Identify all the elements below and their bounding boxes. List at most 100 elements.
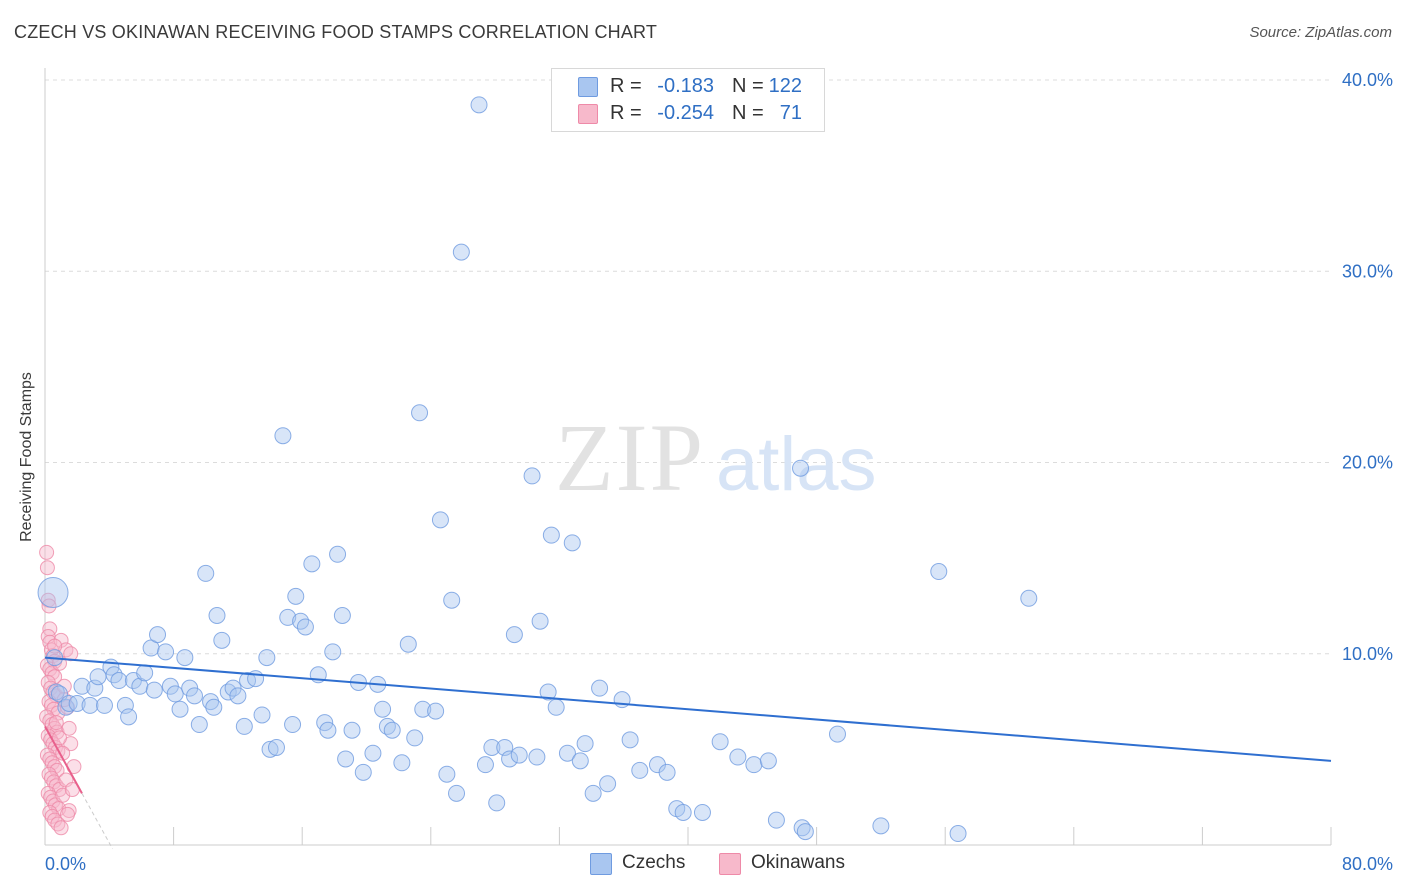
czechs-point [427, 702, 445, 720]
czechs-point [584, 784, 602, 802]
czechs-point [531, 612, 549, 630]
czechs-point [470, 96, 488, 114]
czechs-point [767, 811, 785, 829]
czechs-point [406, 729, 424, 747]
czechs-point [621, 731, 639, 749]
czechs-points [37, 96, 1038, 843]
czechs-point [329, 545, 347, 563]
czechs-point [539, 683, 557, 701]
legend-r-label: R = [610, 102, 642, 124]
x-tick-label-min: 0.0% [45, 854, 86, 874]
czechs-point [296, 618, 314, 636]
czechs-point [510, 746, 528, 764]
czechs-point [374, 700, 392, 718]
czechs-point [171, 700, 189, 718]
czechs-point [438, 765, 456, 783]
watermark-atlas: atlas [716, 422, 877, 507]
okinawans-point [48, 715, 64, 731]
czechs-point [213, 631, 231, 649]
czechs-point [505, 626, 523, 644]
okinawans-point [39, 560, 55, 576]
czechs-point [558, 744, 576, 762]
czechs-point [68, 694, 86, 712]
czechs-point [235, 717, 253, 735]
czechs-point [949, 825, 967, 843]
czechs-point [149, 626, 167, 644]
czechs-point [319, 721, 337, 739]
y-tick-label: 40.0% [1342, 70, 1393, 90]
czechs-point [488, 794, 506, 812]
czechs-point [476, 756, 494, 774]
czechs-point [501, 750, 519, 768]
czechs-point [253, 706, 271, 724]
czechs-point [571, 752, 589, 770]
chart-title: CZECH VS OKINAWAN RECEIVING FOOD STAMPS … [14, 22, 658, 42]
czechs-point [576, 735, 594, 753]
czechs-point [343, 721, 361, 739]
czechs-point [930, 563, 948, 581]
czechs-point [383, 721, 401, 739]
czechs-point [110, 672, 128, 690]
okinawans-point [47, 638, 63, 654]
czechs-point [431, 511, 449, 529]
czechs-trend-line [44, 656, 1332, 762]
czechs-point [333, 607, 351, 624]
czechs-point [73, 677, 91, 695]
okinawans-point [61, 720, 77, 736]
czechs-point [542, 526, 560, 544]
czechs-point [658, 763, 676, 781]
okinawans-trend-line [44, 725, 83, 794]
czechs-point [547, 698, 565, 716]
legend-n-label: N = [732, 75, 764, 97]
czechs-point [166, 685, 184, 703]
legend-r-value: -0.254 [657, 102, 714, 124]
czechs-point [261, 740, 279, 758]
legend-n-label: N = [732, 102, 764, 124]
czechs-point [711, 733, 729, 751]
czechs-point [131, 677, 149, 695]
czechs-point [185, 687, 203, 705]
czechs-point [324, 643, 342, 661]
okinawans-point [60, 806, 76, 822]
bottom-legend-swatch-czechs [590, 853, 612, 875]
czechs-point [287, 587, 305, 605]
watermark: ZIP atlas [555, 404, 877, 511]
okinawans-point [49, 762, 65, 778]
czechs-point [729, 748, 747, 766]
czechs-point [284, 716, 302, 734]
grid-layer [45, 79, 1331, 655]
okinawans-point [53, 820, 69, 836]
czechs-point [448, 784, 466, 802]
czechs-point [523, 467, 541, 485]
czechs-point [229, 687, 247, 705]
bottom-legend-label-czechs: Czechs [622, 852, 686, 873]
czechs-point [157, 643, 175, 661]
bottom-legend-label-okinawans: Okinawans [751, 852, 845, 873]
czechs-point [443, 591, 461, 609]
x-tick-label-max: 80.0% [1342, 854, 1393, 874]
czechs-point [411, 404, 429, 422]
czechs-point [303, 555, 321, 573]
legend-r-value: -0.183 [657, 75, 714, 97]
czechs-point [95, 696, 113, 714]
okinawans-point [63, 646, 79, 662]
czechs-point [1020, 589, 1038, 607]
czechs-point [674, 803, 692, 821]
czechs-point [354, 763, 372, 781]
y-tick-label: 20.0% [1342, 453, 1393, 473]
okinawans-point [39, 544, 55, 560]
czechs-point [145, 681, 163, 699]
czechs-point [796, 823, 814, 841]
czechs-point [337, 750, 355, 768]
legend-r-label: R = [610, 75, 642, 97]
czechs-point [364, 744, 382, 762]
y-tick-label: 30.0% [1342, 261, 1393, 281]
czechs-point [176, 649, 194, 667]
czechs-point [792, 459, 810, 477]
okinawans-point [41, 598, 57, 614]
okinawans-trend-extension [81, 793, 113, 850]
czechs-point [872, 817, 890, 835]
legend-row-okinawans: R = -0.254 N = 71 [552, 101, 824, 127]
czechs-point [693, 803, 711, 821]
czechs-point [105, 666, 123, 684]
